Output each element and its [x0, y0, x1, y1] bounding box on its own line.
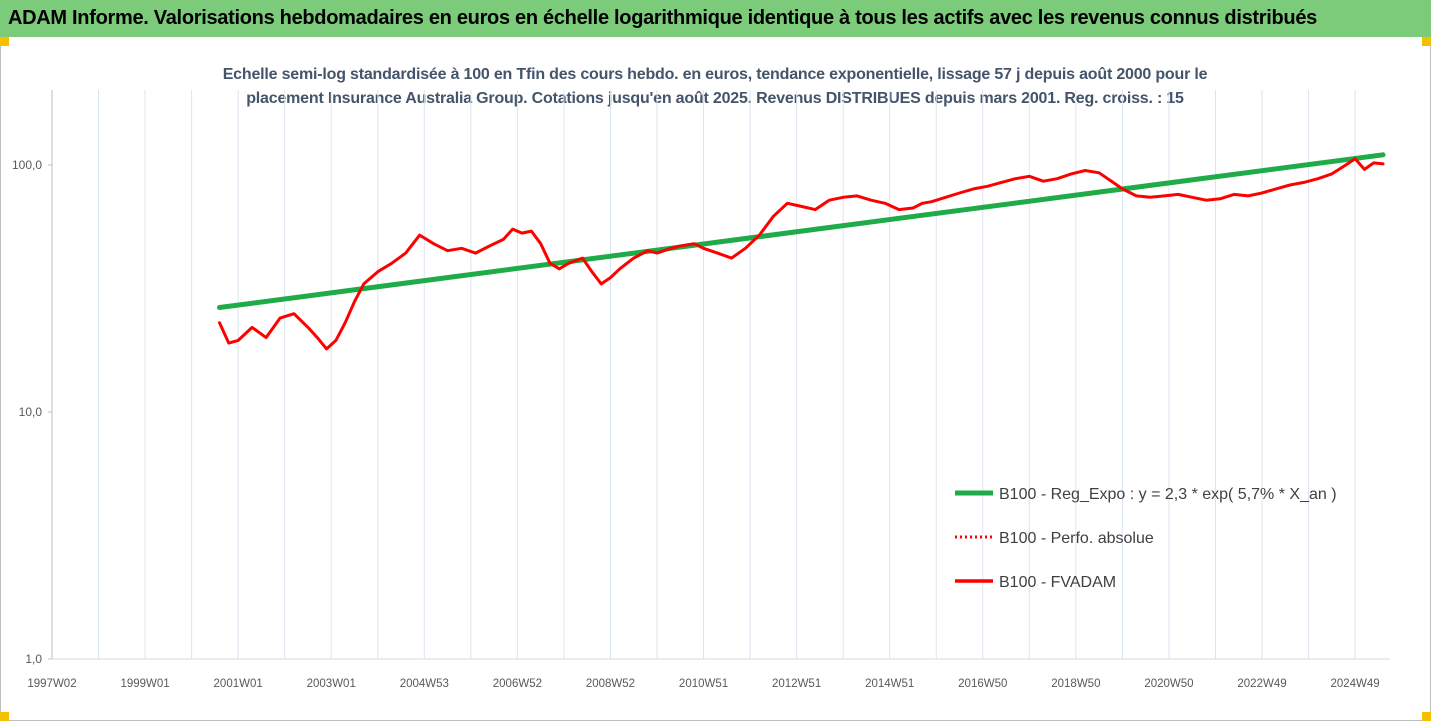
chart-legend: B100 - Reg_Expo : y = 2,3 * exp( 5,7% * … [955, 486, 1337, 591]
corner-marker [0, 712, 9, 721]
report-banner: ADAM Informe. Valorisations hebdomadaire… [0, 0, 1431, 37]
report-title: ADAM Informe. Valorisations hebdomadaire… [8, 7, 1317, 29]
x-tick-label: 2006W52 [493, 678, 542, 690]
x-tick-label: 2020W50 [1144, 678, 1193, 690]
series-layer [217, 152, 1386, 351]
x-tick-label: 2018W50 [1051, 678, 1100, 690]
chart-subtitle-line-2: placement Insurance Australia Group. Cot… [246, 90, 1184, 107]
chart-subtitle: Echelle semi-log standardisée à 100 en T… [150, 63, 1280, 111]
x-tick-label: 2010W51 [679, 678, 728, 690]
x-tick-label: 2012W51 [772, 678, 821, 690]
y-tick-label: 100,0 [12, 158, 42, 172]
chart-subtitle-line-1: Echelle semi-log standardisée à 100 en T… [222, 66, 1208, 83]
x-tick-label: 2014W51 [865, 678, 914, 690]
y-axis-ticks: 1,0 10,0 100,0 [12, 158, 52, 666]
y-tick-label: 1,0 [25, 652, 42, 666]
x-tick-label: 2004W53 [400, 678, 449, 690]
x-tick-label: 2008W52 [586, 678, 635, 690]
grid-lines [51, 90, 1356, 659]
x-axis-ticks: 1997W02 1999W01 2001W01 2003W01 2004W53 2006W… [27, 678, 1379, 690]
x-tick-label: 2001W01 [214, 678, 263, 690]
corner-marker [1422, 37, 1431, 46]
x-tick-label: 1999W01 [120, 678, 169, 690]
x-tick-label: 2016W50 [958, 678, 1007, 690]
legend-label: B100 - Reg_Expo : y = 2,3 * exp( 5,7% * … [999, 486, 1337, 503]
axes [51, 90, 1390, 660]
x-tick-label: 2024W49 [1330, 678, 1379, 690]
x-tick-label: 2022W49 [1237, 678, 1286, 690]
corner-marker [0, 37, 9, 46]
legend-label: B100 - Perfo. absolue [999, 530, 1154, 547]
y-tick-label: 10,0 [19, 405, 43, 419]
x-tick-label: 2003W01 [307, 678, 356, 690]
legend-label: B100 - FVADAM [999, 574, 1116, 591]
corner-marker [1422, 712, 1431, 721]
series-line-fvadam [218, 157, 1385, 351]
x-tick-label: 1997W02 [27, 678, 76, 690]
series-line-regression [217, 152, 1386, 310]
